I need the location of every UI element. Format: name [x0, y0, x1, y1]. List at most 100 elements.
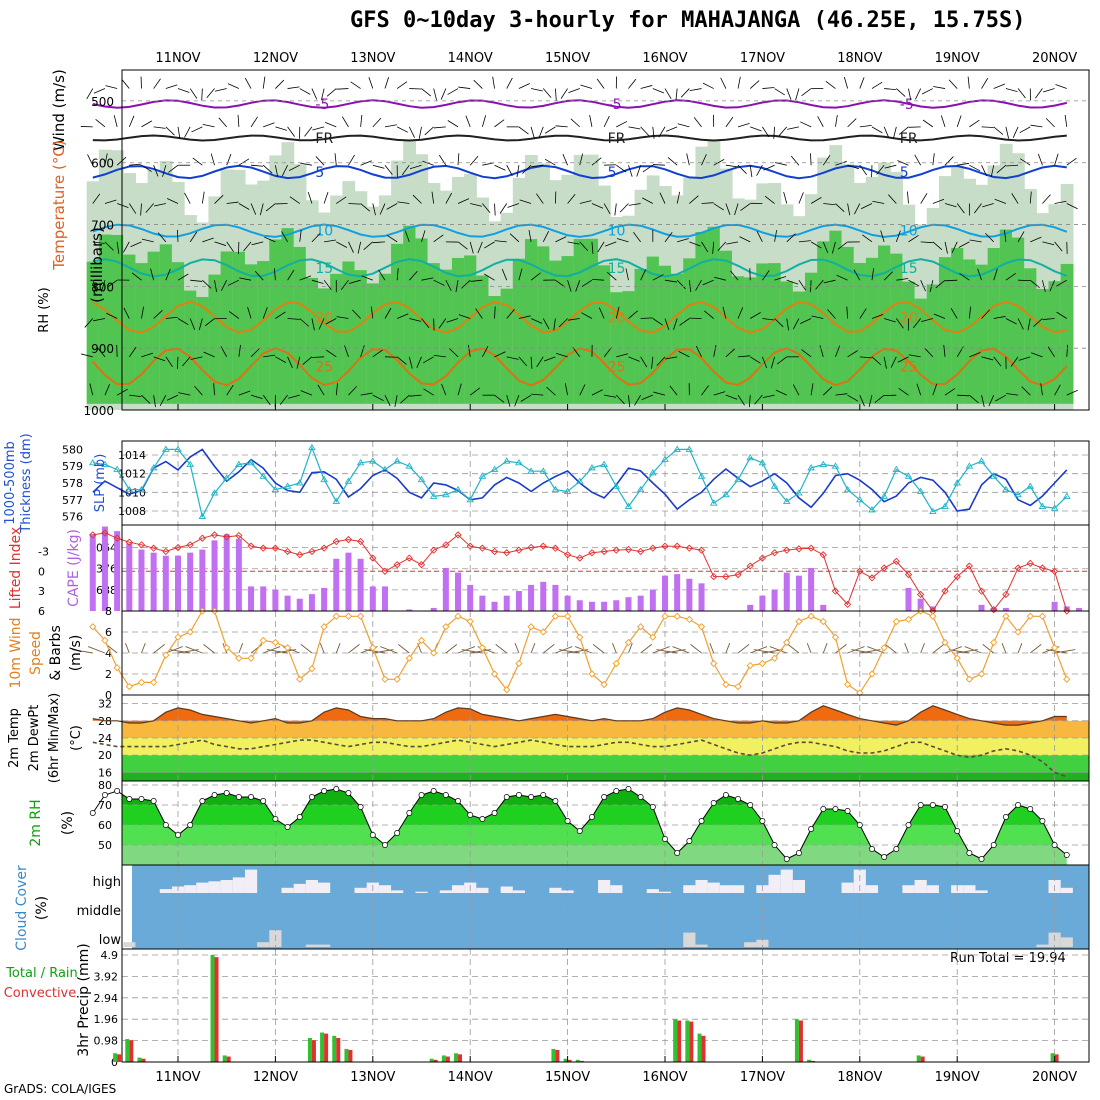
rh-band-green	[451, 257, 465, 404]
wind-speed-point	[150, 678, 158, 687]
lifted-index-point	[478, 544, 487, 552]
wind-barb	[822, 241, 829, 254]
wind-barb	[1017, 88, 1026, 99]
rh-point	[138, 796, 145, 802]
rh-band-green	[524, 239, 538, 404]
wind-barb	[238, 344, 241, 357]
wind-barb	[1054, 200, 1067, 204]
lifted-tick-label: 3	[38, 585, 45, 598]
rh-point	[430, 788, 437, 794]
wind-barb-10m	[932, 643, 945, 654]
temperature-contour	[92, 258, 1068, 278]
wind-barb-10m	[709, 642, 715, 654]
lifted-index-point	[137, 541, 146, 549]
wind-barb-10m	[457, 646, 476, 654]
wind-barb	[825, 81, 836, 89]
wind-barb	[275, 165, 279, 178]
wind-barb	[737, 122, 750, 128]
cape-bar	[613, 600, 620, 611]
cape-bar	[625, 597, 632, 611]
wind-barb	[762, 126, 770, 138]
wind-barb-10m	[904, 642, 909, 654]
wind-speed-point	[941, 638, 949, 647]
wind-barb	[614, 203, 617, 216]
wind-barb	[798, 192, 804, 204]
wind-barb	[182, 356, 191, 367]
wind-barb-10m	[398, 643, 410, 654]
cloud-unit-label: (%)	[34, 896, 50, 920]
day-tick-label-top: 14NOV	[448, 51, 493, 66]
lifted-index-point	[417, 561, 426, 569]
wind-barb	[749, 80, 760, 89]
contour-label: 25	[315, 360, 333, 376]
wind-barb	[1066, 389, 1078, 396]
cape-bar	[698, 583, 705, 611]
precip-convective-bar	[701, 1035, 706, 1062]
lifted-index-point	[454, 531, 462, 539]
rh-band-green	[707, 226, 721, 404]
rh-band-green	[1011, 237, 1025, 404]
wind-barb	[423, 388, 434, 396]
wind-barb	[625, 268, 629, 281]
wind-barb	[725, 164, 738, 168]
wind-speed-point	[162, 651, 170, 659]
rh2m-unit-label: (%)	[60, 811, 76, 835]
wind-barb	[544, 158, 556, 166]
wind-barb	[121, 78, 130, 89]
wind-barb	[969, 351, 981, 358]
rh-band-green	[963, 259, 977, 404]
precip-convective-bar	[458, 1054, 463, 1062]
cloud-high-bar	[232, 877, 245, 893]
wind-barb	[141, 164, 152, 172]
wind-barb	[640, 317, 653, 319]
wind-barb	[412, 194, 422, 204]
rh-point	[1015, 802, 1022, 808]
wind-barb-10m	[750, 646, 768, 654]
thickness-point	[344, 477, 353, 484]
cloud-high-bar	[159, 889, 172, 893]
wind-barb	[409, 318, 422, 322]
rh-band-green	[330, 273, 343, 404]
wind-barb	[1033, 318, 1043, 327]
wind-barb	[836, 274, 848, 281]
chart-title: GFS 0~10day 3-hourly for MAHAJANGA (46.2…	[350, 8, 1026, 33]
wind-barb	[1042, 241, 1055, 246]
contour-label: 10	[315, 224, 333, 240]
rh-point	[954, 828, 961, 834]
wind-barb	[567, 241, 580, 245]
wind-barb	[774, 88, 785, 96]
temperature-contour	[92, 223, 1068, 238]
wind-barb	[553, 318, 556, 331]
precip-total-bar	[916, 1055, 921, 1062]
wind-barb	[762, 270, 770, 281]
wind-barb	[628, 310, 638, 319]
rh-band-green	[86, 261, 100, 404]
thickness-point	[198, 512, 207, 520]
wind-barb	[558, 318, 568, 328]
wind-barb	[116, 203, 129, 209]
precip-total-bar	[210, 955, 215, 1062]
wind-barb	[640, 356, 648, 368]
cape-bar	[308, 594, 315, 611]
wind-barb	[178, 392, 191, 396]
cloud-low-bar	[756, 939, 769, 947]
thickness-point	[466, 495, 474, 503]
wind-barb	[1035, 88, 1043, 99]
wind-barb	[206, 88, 215, 98]
rh-band-green	[488, 296, 502, 404]
wind-barb-10m	[445, 643, 458, 654]
wind-barb	[659, 192, 666, 204]
thickness-point	[758, 458, 767, 466]
cape-bar	[686, 578, 693, 611]
wind-barb	[950, 308, 958, 319]
wind-barb	[545, 126, 556, 134]
wind-barb	[847, 394, 859, 402]
wind-barb	[944, 388, 956, 396]
rh-band-green	[378, 273, 392, 404]
wind-barb	[603, 115, 610, 128]
wind-barb	[555, 88, 557, 101]
cloud-high-bar	[561, 890, 574, 893]
wind-barb	[921, 318, 933, 323]
wind-barb	[702, 82, 714, 89]
wind-barb	[652, 126, 655, 139]
